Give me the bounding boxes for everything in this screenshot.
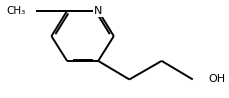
Text: CH₃: CH₃ <box>6 6 25 16</box>
Text: N: N <box>94 6 102 16</box>
Text: OH: OH <box>207 74 224 84</box>
